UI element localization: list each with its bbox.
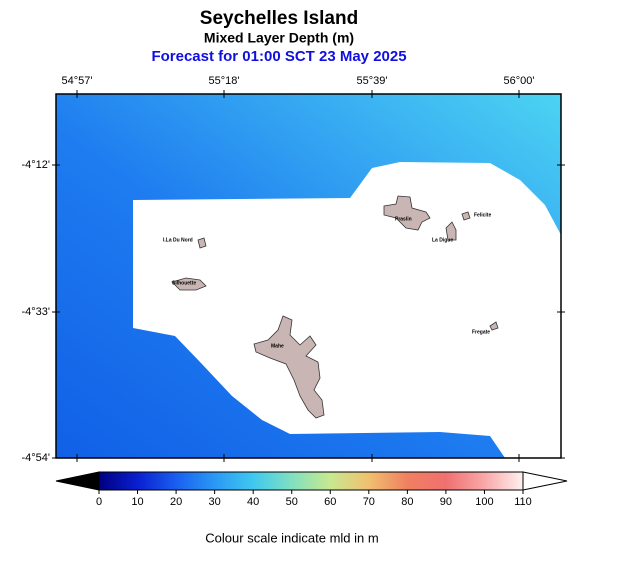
colorbar-tick-label: 110 — [514, 496, 532, 508]
colorbar-over — [522, 471, 568, 491]
island-mahe — [253, 315, 325, 419]
lat-label: -4°12' — [21, 159, 50, 171]
lon-label: 55°39' — [357, 75, 388, 87]
island-label: Mahe — [271, 343, 284, 349]
island-la-digue — [445, 221, 457, 241]
island-fregate — [489, 321, 499, 331]
lon-label: 55°18' — [209, 75, 240, 87]
colorbar-tick-label: 20 — [170, 496, 182, 508]
island-labels: I.La Du Nord Silhouette Praslin Felicite… — [163, 212, 491, 349]
island-nord — [197, 237, 207, 249]
island-felicite — [461, 211, 471, 221]
map-frame — [55, 93, 562, 459]
island-label: Praslin — [395, 216, 412, 222]
colorbar — [98, 471, 524, 491]
subtitle: Mixed Layer Depth (m) — [204, 30, 354, 46]
colorbar-tick-label: 90 — [440, 496, 452, 508]
colorbar-under — [55, 471, 100, 491]
lon-label: 54°57' — [62, 75, 93, 87]
colorbar-caption: Colour scale indicate mld in m — [205, 530, 378, 545]
colorbar-tick-label: 0 — [96, 496, 102, 508]
island-label: I.La Du Nord — [163, 237, 193, 243]
colorbar-tick-label: 80 — [401, 496, 413, 508]
island-label: Felicite — [474, 212, 491, 218]
island-label: Silhouette — [172, 280, 196, 286]
island-praslin — [383, 195, 431, 231]
colorbar-tick-label: 60 — [324, 496, 336, 508]
colorbar-tick-label: 50 — [286, 496, 298, 508]
colorbar-tick-label: 40 — [247, 496, 259, 508]
island-label: Fregate — [472, 329, 490, 335]
forecast: Forecast for 01:00 SCT 23 May 2025 — [151, 48, 406, 65]
lon-label: 56°00' — [504, 75, 535, 87]
colorbar-tick-label: 30 — [209, 496, 221, 508]
island-label: La Digue — [432, 237, 453, 243]
lat-label: -4°33' — [21, 306, 50, 318]
islands — [171, 195, 499, 419]
lat-label: -4°54' — [21, 452, 50, 464]
island-silhouette — [171, 277, 207, 291]
colorbar-tick-label: 100 — [475, 496, 493, 508]
colorbar-tick-label: 70 — [363, 496, 375, 508]
title: Seychelles Island — [200, 8, 358, 29]
colorbar-tick-label: 10 — [131, 496, 143, 508]
